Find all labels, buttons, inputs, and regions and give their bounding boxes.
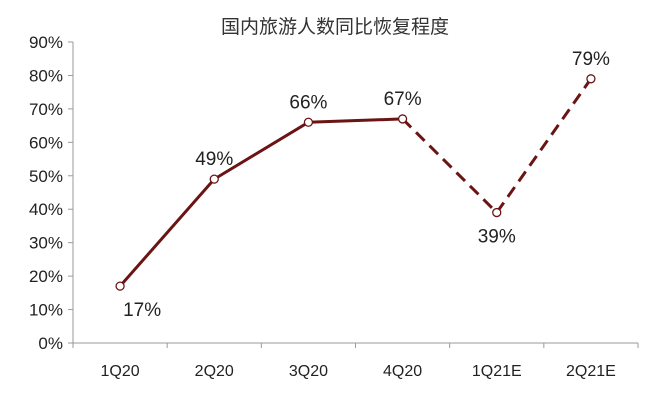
data-point bbox=[492, 207, 502, 218]
chart-points bbox=[115, 74, 596, 291]
data-label: 17% bbox=[123, 300, 161, 321]
y-tick-label: 40% bbox=[29, 200, 63, 219]
x-tick-label: 1Q20 bbox=[101, 363, 140, 380]
data-label: 39% bbox=[478, 227, 516, 248]
data-label: 79% bbox=[572, 49, 610, 70]
y-tick-label: 0% bbox=[38, 334, 63, 353]
y-tick-label: 50% bbox=[29, 167, 63, 186]
chart-data-labels: 17% 49% 66% 67% 39% 79% bbox=[123, 49, 610, 321]
data-point bbox=[115, 281, 125, 291]
data-label: 67% bbox=[384, 89, 422, 110]
y-tick-label: 20% bbox=[29, 267, 63, 286]
data-label: 49% bbox=[195, 149, 233, 170]
x-tick-label: 2Q20 bbox=[195, 363, 234, 380]
y-tick-label: 80% bbox=[29, 66, 63, 85]
y-tick-label: 10% bbox=[29, 301, 63, 320]
y-tick-label: 60% bbox=[29, 133, 63, 152]
chart-title: 国内旅游人数同比恢复程度 bbox=[221, 16, 449, 38]
y-tick-label: 70% bbox=[29, 100, 63, 119]
data-point bbox=[209, 174, 219, 184]
data-point bbox=[397, 114, 408, 124]
chart-lines bbox=[118, 77, 593, 288]
x-tick-label: 2Q21E bbox=[566, 363, 616, 380]
x-tick-label: 1Q21E bbox=[472, 363, 522, 380]
x-tick-label: 3Q20 bbox=[289, 363, 328, 380]
data-point bbox=[586, 74, 596, 84]
actual-series-line bbox=[118, 117, 403, 288]
data-label: 66% bbox=[289, 92, 327, 113]
chart-axes: 0% 10% 20% 30% 40% 50% 60% 70% 80% 90% 1Q20 2Q20 3Q2… bbox=[29, 33, 639, 380]
y-tick-label: 30% bbox=[29, 234, 63, 253]
estimate-series-line bbox=[401, 77, 593, 215]
y-tick-label: 90% bbox=[29, 33, 63, 52]
data-point bbox=[303, 117, 314, 127]
x-tick-label: 4Q20 bbox=[383, 363, 422, 380]
